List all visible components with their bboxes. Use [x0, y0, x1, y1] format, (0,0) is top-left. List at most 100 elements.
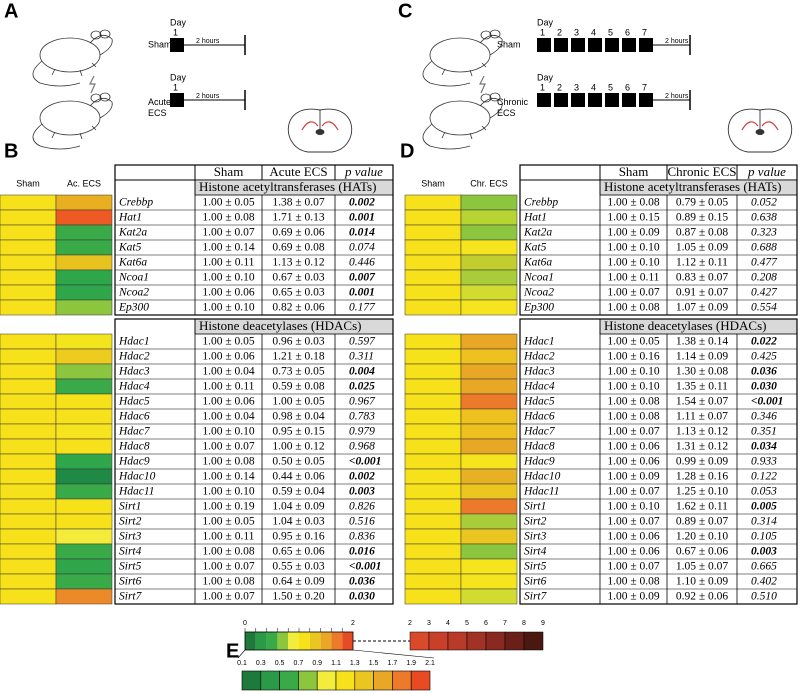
electrode-bolt [89, 75, 96, 94]
p-value: 0.003 [349, 486, 375, 498]
mouse-ear [480, 93, 492, 103]
gene-name: Hdac1 [523, 336, 555, 348]
ecs-session [571, 93, 585, 107]
heatmap-cell [55, 573, 113, 590]
ecs-session [170, 93, 184, 107]
p-value: 0.002 [349, 197, 375, 209]
ecs-session [537, 38, 551, 52]
gene-name: Hdac6 [118, 411, 150, 423]
scale-cell [266, 632, 278, 650]
sham-value: 1.00 ± 0.08 [202, 576, 255, 588]
scale-cell [523, 631, 544, 651]
gene-name: Sirt6 [119, 576, 142, 588]
treatment-value: 1.50 ± 0.20 [272, 591, 325, 603]
gene-name: Hdac2 [523, 351, 555, 363]
sham-value: 1.00 ± 0.10 [607, 257, 660, 269]
p-value: 0.425 [751, 351, 777, 363]
treatment-value: 0.67 ± 0.06 [676, 546, 729, 558]
treatment-value: 1.13 ± 0.12 [676, 426, 729, 438]
sham-value: 1.00 ± 0.10 [202, 302, 255, 314]
p-value: 0.783 [349, 411, 375, 423]
mouse-ear [99, 92, 111, 102]
p-value: 0.177 [349, 302, 376, 314]
treatment-value: 0.89 ± 0.15 [676, 212, 729, 224]
treatment-value: 0.69 ± 0.06 [272, 227, 325, 239]
heatmap-cell [0, 573, 57, 590]
gene-name: Hdac9 [118, 456, 150, 468]
heatmap-cell [0, 393, 57, 410]
treatment-value: 0.82 ± 0.06 [272, 302, 325, 314]
gene-name: Sirt1 [119, 501, 141, 513]
scale-label: 2 [351, 620, 355, 627]
heatmap-cell [460, 453, 518, 470]
p-value: 0.933 [751, 456, 777, 468]
heatmap-cell [55, 468, 113, 485]
scale-cell [255, 632, 267, 650]
p-value: 0.208 [751, 272, 777, 284]
column-header: p value [747, 164, 786, 179]
table-border [114, 164, 394, 316]
gene-name: Sirt1 [524, 501, 546, 513]
heatmap-cell [460, 498, 518, 515]
scale-cell [320, 632, 332, 650]
gene-name: Hdac5 [523, 396, 555, 408]
heatmap-cell [460, 558, 518, 575]
group-label: Sham [497, 39, 521, 49]
scale-cell [373, 670, 393, 691]
heatmap-cell [404, 543, 462, 560]
gene-name: Ep300 [523, 302, 554, 314]
heatmap-cell [460, 393, 518, 410]
heatmap-cell [0, 348, 57, 365]
sham-value: 1.00 ± 0.08 [607, 411, 660, 423]
ecs-session [622, 38, 636, 52]
heatmap-header: Sham [421, 178, 445, 188]
treatment-value: 0.95 ± 0.16 [272, 531, 325, 543]
sham-value: 1.00 ± 0.14 [202, 471, 255, 483]
heatmap-cell [55, 363, 113, 380]
heatmap-header: Chr. ECS [470, 178, 508, 188]
scale-cell [354, 670, 374, 691]
scale-cell [342, 632, 353, 650]
sham-value: 1.00 ± 0.06 [202, 287, 255, 299]
heatmap-cell [460, 588, 518, 605]
panel-label: C [398, 0, 412, 22]
mouse-tail [32, 123, 81, 150]
heatmap-cell [404, 194, 462, 211]
treatment-value: 1.25 ± 0.10 [676, 486, 729, 498]
gene-name: Hdac5 [118, 396, 150, 408]
treatment-value: 1.04 ± 0.09 [272, 501, 325, 513]
gene-name: Kat6a [118, 257, 147, 269]
scale-cell [299, 632, 310, 650]
heatmap-cell [0, 528, 57, 545]
gene-name: Hat1 [523, 212, 547, 224]
scale-cell [316, 670, 337, 691]
gene-name: Kat5 [523, 242, 547, 254]
gene-name: Hdac1 [118, 336, 150, 348]
sham-value: 1.00 ± 0.16 [607, 351, 660, 363]
p-value: 0.477 [751, 257, 778, 269]
treatment-value: 1.13 ± 0.12 [272, 257, 325, 269]
heatmap-cell [55, 498, 113, 515]
brain-outline [727, 108, 793, 153]
treatment-value: 0.59 ± 0.04 [272, 486, 325, 498]
heatmap-cell [460, 194, 518, 211]
p-value: 0.001 [349, 212, 375, 224]
day-number: 7 [642, 27, 647, 37]
ecs-session [639, 38, 653, 52]
scale-label: 1.5 [369, 660, 379, 667]
ventricle [315, 129, 325, 135]
gene-name: Hdac4 [523, 381, 555, 393]
sham-value: 1.00 ± 0.08 [607, 197, 660, 209]
treatment-value: 0.92 ± 0.06 [676, 591, 729, 603]
p-value: 0.402 [751, 576, 777, 588]
panel-label: A [4, 0, 18, 22]
p-value: 0.004 [349, 366, 375, 378]
scale-label: 1.7 [388, 660, 398, 667]
sham-value: 1.00 ± 0.05 [607, 336, 660, 348]
sham-value: 1.00 ± 0.08 [202, 212, 255, 224]
sham-value: 1.00 ± 0.08 [202, 546, 255, 558]
treatment-value: 1.10 ± 0.09 [676, 576, 729, 588]
group-label: Chronic [497, 97, 529, 107]
p-value: 0.052 [751, 197, 777, 209]
p-value: <0.001 [349, 456, 381, 468]
